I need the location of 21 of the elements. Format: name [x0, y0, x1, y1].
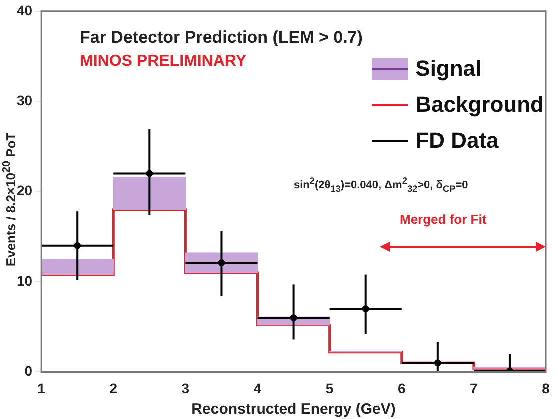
y-tick-label: 0 [24, 363, 33, 380]
x-tick-label: 1 [38, 380, 46, 396]
text: sin$^{2}$(2θ$_{13}$)=0.040, Δm$^{2}$$_{32}$>0, δ$_{CP}$=0 [294, 176, 468, 194]
annotation: MINOS PRELIMINARY [80, 53, 247, 71]
x-axis-title: Reconstructed Energy (GeV) [192, 401, 396, 418]
y-tick-label: 40 [16, 2, 33, 18]
x-tick-label: 7 [470, 380, 478, 396]
y-tick-label: 20 [16, 182, 33, 199]
y-tick-label: 30 [16, 92, 33, 108]
x-tick-label: 2 [110, 380, 118, 396]
x-tick-label: 5 [326, 380, 334, 396]
x-tick-label: 4 [254, 380, 262, 396]
annotation: Merged for Fit [400, 212, 487, 227]
legend-label: Signal [416, 56, 482, 82]
legend-label: Background [416, 92, 544, 118]
legend-label: FD Data [416, 128, 499, 154]
annotation: Far Detector Prediction (LEM > 0.7) [80, 28, 363, 48]
x-tick-label: 3 [182, 380, 190, 396]
x-tick-label: 6 [398, 380, 406, 396]
y-tick-label: 10 [16, 272, 33, 289]
x-tick-label: 8 [542, 380, 550, 396]
